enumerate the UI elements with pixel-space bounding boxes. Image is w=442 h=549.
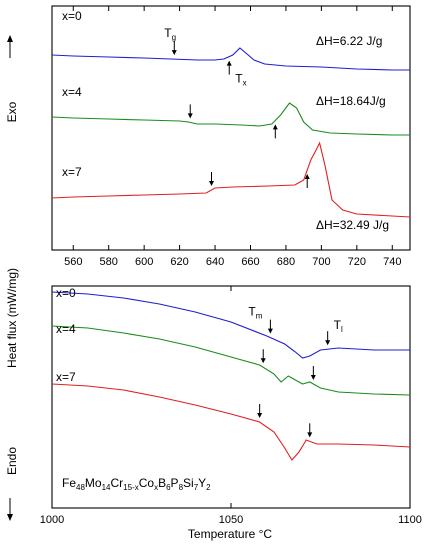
arrow-down-icon [310,366,316,380]
exo-label: Exo [5,101,19,122]
formula-subscript: 48 [76,483,85,492]
series-label: x=0 [56,286,76,300]
arrow-down-icon [187,104,193,119]
formula-element: Fe [62,476,76,490]
alloy-formula: Fe48Mo14Cr15-xCoxB6P8Si7Y2 [62,476,211,492]
bottom-panel-frame [51,285,411,509]
x-tick-label: 600 [135,256,153,268]
formula-subscript: x [154,483,158,492]
arrow-down-icon [257,404,263,418]
plot-layer: 560 580 600 620 640 660 680 700 720 740 x=0 ΔH=6.22… [40,6,422,526]
series-line-x7 [51,383,411,461]
temperature-marker-label: Tx [235,72,246,88]
arrow-down-icon [209,172,215,186]
formula-subscript: 2 [206,483,211,492]
x-tick-label: 560 [64,256,82,268]
series-line-x4 [51,325,411,396]
arrow-down-icon [171,41,177,56]
x-tick-label: 700 [312,256,330,268]
endo-label: Endo [5,447,19,475]
y-axis-label: Heat flux (mW/mg) [5,268,19,368]
formula-element: Mo [85,476,102,490]
series-label: x=7 [62,165,82,179]
series-label: x=7 [56,370,76,384]
series-label: x=4 [56,322,76,336]
x-tick-label: 580 [100,256,118,268]
arrow-up-icon [272,124,278,139]
temperature-marker-label: Tg [164,26,176,42]
formula-element: Cr [111,476,124,490]
x-tick-label: 1100 [398,514,422,526]
enthalpy-label: ΔH=6.22 J/g [316,34,382,48]
arrow-up-icon [226,60,232,75]
enthalpy-label: ΔH=32.49 J/g [316,218,389,232]
arrow-down-icon [267,319,273,334]
formula-subscript: 8 [179,483,184,492]
formula-element: P [171,476,179,490]
x-axis-label: Temperature °C [188,527,272,541]
formula-subscript: 14 [102,483,111,492]
x-tick-label: 720 [348,256,366,268]
arrow-down-icon [307,423,313,438]
series-line-x0 [51,47,410,71]
x-tick-label: 740 [383,256,401,268]
series-label: x=4 [62,85,82,99]
x-tick-label: 660 [241,256,259,268]
formula-element: Co [139,476,155,490]
enthalpy-label: ΔH=18.64J/g [316,94,386,108]
arrow-up-icon [304,174,310,188]
arrow-down-icon [325,331,331,346]
temperature-marker-label: Tl [334,318,343,334]
series-label: x=0 [62,9,82,23]
formula-element: Si [183,476,194,490]
arrow-down-icon [260,349,266,364]
series-line-x7 [51,141,411,218]
x-tick-label: 620 [170,256,188,268]
formula-element: Y [198,476,206,490]
exo-arrow-icon [7,35,13,58]
formula-subscript: 6 [166,483,171,492]
x-tick-label: 1050 [219,514,243,526]
x-tick-label: 640 [206,256,224,268]
formula-subscript: 7 [194,483,199,492]
series-line-x4 [51,102,410,136]
temperature-marker-label: Tm [248,305,262,321]
top-panel-frame [51,5,411,251]
x-tick-label: 680 [277,256,295,268]
formula-subscript: 15-x [123,483,139,492]
series-line-x0 [51,291,410,359]
x-tick-label: 1000 [40,514,64,526]
endo-arrow-icon [7,498,13,521]
formula-element: B [158,476,166,490]
